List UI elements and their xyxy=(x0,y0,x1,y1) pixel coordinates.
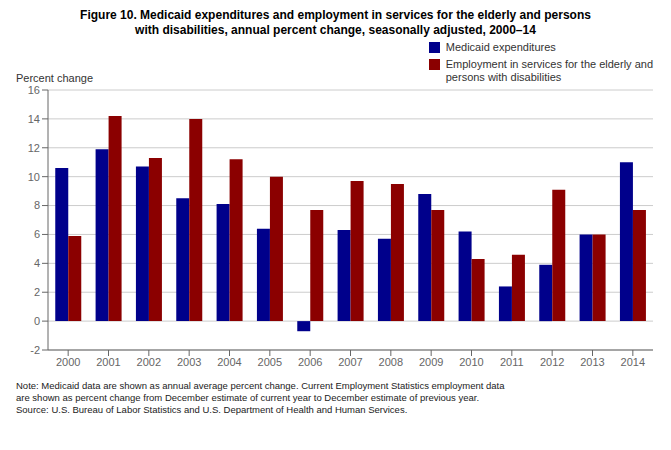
svg-text:2002: 2002 xyxy=(137,356,161,368)
html-text:with disabilities, annual perc: with disabilities, annual percent change… xyxy=(135,23,536,37)
svg-text:2005: 2005 xyxy=(258,356,282,368)
svg-text:2012: 2012 xyxy=(540,356,564,368)
html-text:Percent change: Percent change xyxy=(16,72,94,84)
svg-text:2003: 2003 xyxy=(177,356,201,368)
html-text:Note: Medicaid data are shown: Note: Medicaid data are shown as annual … xyxy=(16,380,505,415)
svg-text:10: 10 xyxy=(28,171,40,183)
svg-text:2011: 2011 xyxy=(500,356,524,368)
svg-text:2009: 2009 xyxy=(419,356,443,368)
svg-text:2014: 2014 xyxy=(621,356,645,368)
html-text:Employment in services for the: Employment in services for the elderly a… xyxy=(445,58,653,83)
svg-text:6: 6 xyxy=(34,228,40,240)
svg-text:8: 8 xyxy=(34,199,40,211)
svg-text:2010: 2010 xyxy=(459,356,483,368)
svg-text:16: 16 xyxy=(28,84,40,96)
svg-text:0: 0 xyxy=(34,315,40,327)
svg-text:2: 2 xyxy=(34,286,40,298)
svg-text:2013: 2013 xyxy=(580,356,604,368)
svg-text:2004: 2004 xyxy=(217,356,241,368)
svg-text:4: 4 xyxy=(34,257,40,269)
svg-text:2008: 2008 xyxy=(379,356,403,368)
svg-text:2000: 2000 xyxy=(56,356,80,368)
svg-text:14: 14 xyxy=(28,113,40,125)
svg-text:2001: 2001 xyxy=(96,356,120,368)
svg-text:2007: 2007 xyxy=(338,356,362,368)
html-text:Figure 10. Medicaid expenditur: Figure 10. Medicaid expenditures and emp… xyxy=(80,8,591,22)
svg-text:2006: 2006 xyxy=(298,356,322,368)
html-text:Medicaid expenditures: Medicaid expenditures xyxy=(445,41,556,53)
svg-text:-2: -2 xyxy=(30,344,40,356)
svg-text:12: 12 xyxy=(28,142,40,154)
